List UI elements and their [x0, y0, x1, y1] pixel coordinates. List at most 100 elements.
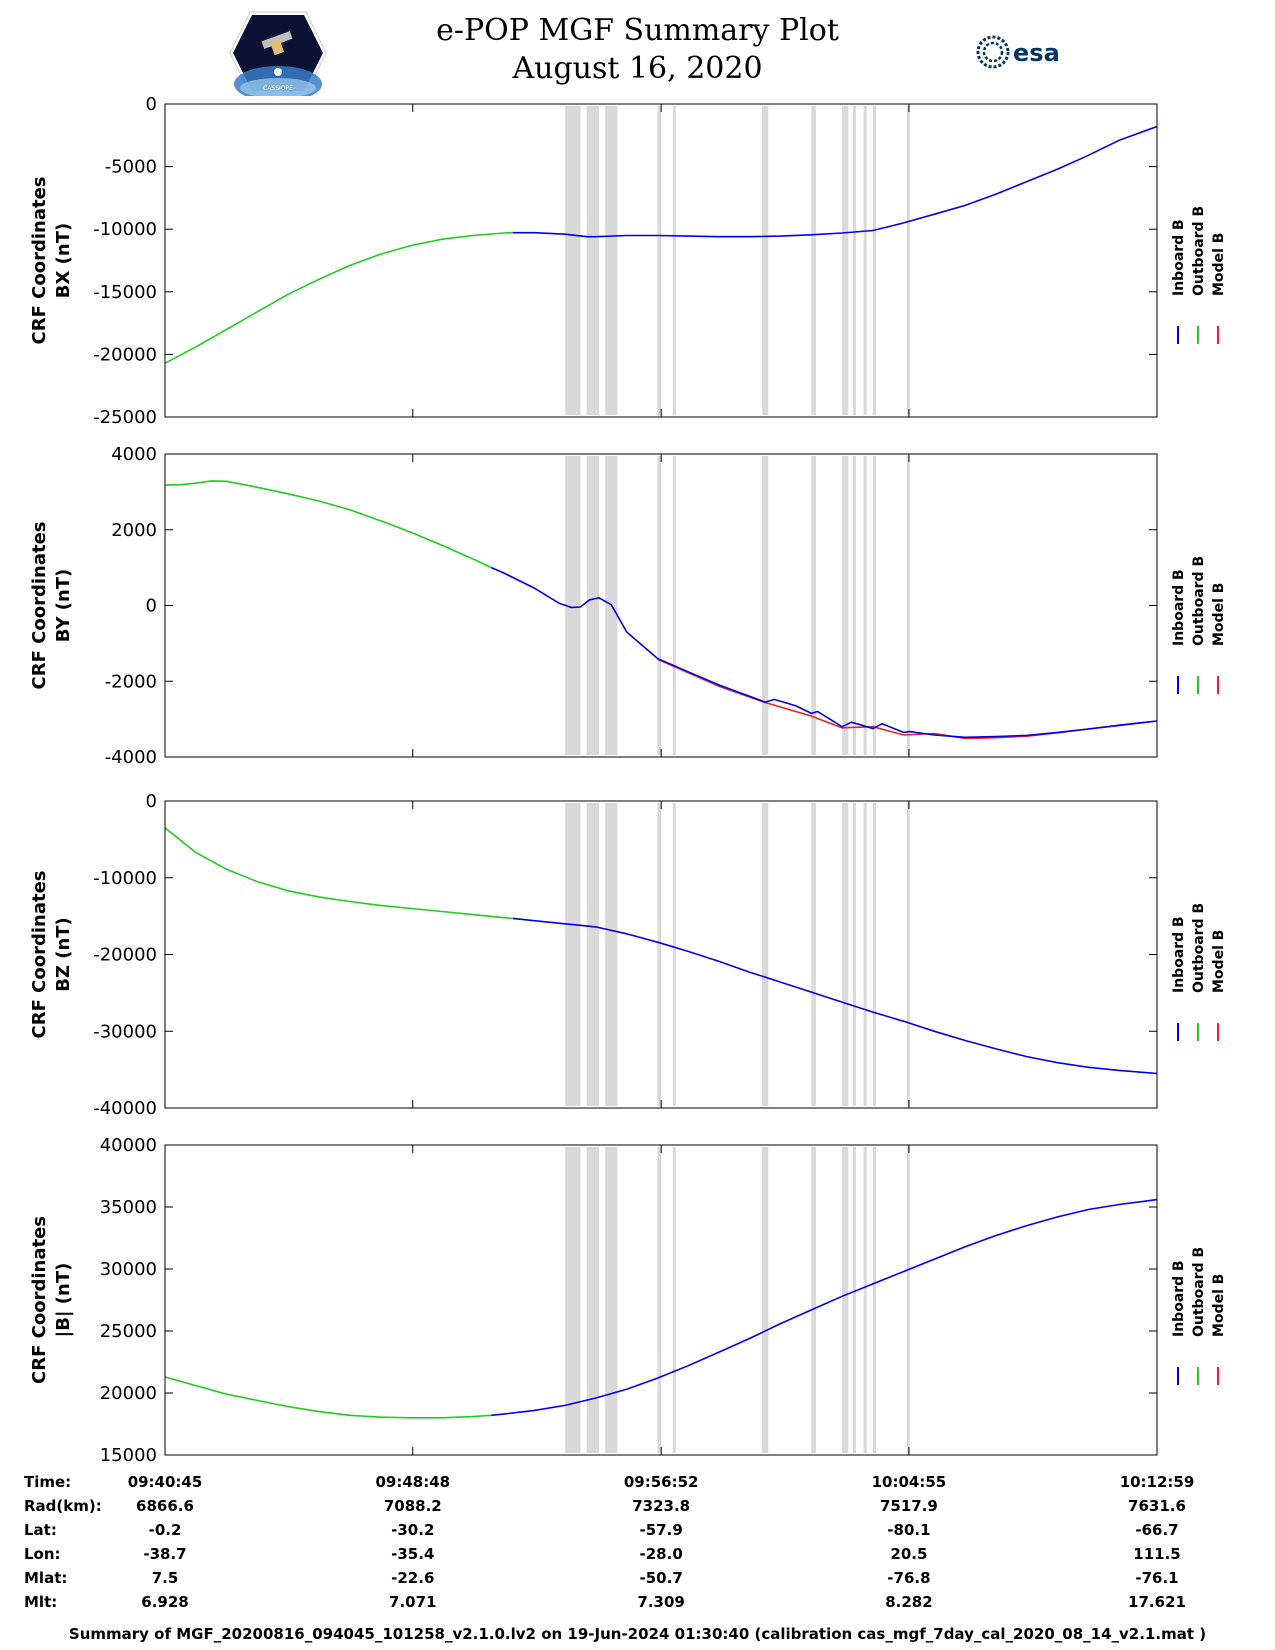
- y-tick-label: -10000: [93, 219, 157, 240]
- legend-entry: Inboard B: [1171, 569, 1187, 646]
- series-outboard-b: [164, 231, 513, 364]
- y-axis-label-line-1: CRF Coordinates: [29, 1216, 50, 1384]
- gap-band: [657, 106, 662, 415]
- panel-2: 4000 2000 0 -2000 -4000 CRF Coordinates BY (nT…: [29, 444, 1227, 768]
- gap-band: [863, 106, 867, 415]
- gap-band: [565, 106, 581, 415]
- plot-title: e-POP MGF Summary Plot August 16, 2020: [0, 12, 1275, 88]
- gap-band: [842, 456, 849, 755]
- y-axis-label-line-2: |B| (nT): [53, 1263, 74, 1338]
- gap-band: [863, 803, 867, 1106]
- gap-band: [811, 1147, 816, 1453]
- y-tick-label: 25000: [100, 1321, 157, 1342]
- panel-4: 40000 35000 30000 25000 20000 15000 CRF Coordi…: [29, 1135, 1227, 1466]
- legend-entry: Model B: [1211, 233, 1227, 296]
- gap-band: [852, 803, 856, 1106]
- gap-band: [863, 456, 867, 755]
- series-inboard-b: [512, 125, 1158, 238]
- gap-band: [852, 106, 856, 415]
- gap-band: [906, 803, 910, 1106]
- legend-entry: Outboard B: [1191, 206, 1207, 296]
- legend-entry: Inboard B: [1171, 219, 1187, 296]
- gap-band: [842, 106, 849, 415]
- gap-band: [672, 1147, 676, 1453]
- footer-caption: Summary of MGF_20200816_094045_101258_v2…: [68, 1625, 1207, 1643]
- y-axis-label: CRF Coordinates BY (nT): [29, 522, 74, 690]
- gap-band: [906, 1147, 910, 1453]
- gap-band: [762, 1147, 769, 1453]
- gap-band: [565, 456, 581, 755]
- y-tick-label: 20000: [100, 1383, 157, 1404]
- gap-band: [586, 1147, 599, 1453]
- y-tick-label: 15000: [100, 1445, 157, 1466]
- y-tick-label: 35000: [100, 1197, 157, 1218]
- gap-band: [872, 1147, 876, 1453]
- gap-band: [586, 803, 599, 1106]
- gap-band: [811, 803, 816, 1106]
- gap-band: [842, 803, 849, 1106]
- cassiope-logo-icon: CASSIOPE: [229, 11, 327, 96]
- gap-band: [872, 803, 876, 1106]
- gap-band: [672, 803, 676, 1106]
- series-outboard-b: [164, 480, 492, 569]
- gap-band: [762, 456, 769, 755]
- gap-band: [565, 1147, 581, 1453]
- series-inboard-b: [491, 1198, 1158, 1417]
- y-tick-label: -25000: [93, 407, 157, 428]
- legend-entry: Inboard B: [1171, 1260, 1187, 1337]
- y-axis-label-line-2: BY (nT): [53, 569, 74, 643]
- gap-band: [605, 803, 618, 1106]
- gap-band: [657, 1147, 662, 1453]
- series-inboard-b: [490, 566, 1158, 739]
- y-tick-label: -4000: [105, 747, 157, 768]
- gap-band: [872, 106, 876, 415]
- legend-entry: Outboard B: [1191, 903, 1207, 993]
- series-outboard-b: [164, 1376, 492, 1419]
- legend-entry: Model B: [1211, 583, 1227, 646]
- gap-band: [811, 456, 816, 755]
- y-axis-label-line-2: BX (nT): [53, 223, 74, 298]
- gap-band: [863, 1147, 867, 1453]
- y-tick-label: 0: [146, 596, 157, 617]
- y-axis-label: CRF Coordinates BZ (nT): [29, 871, 74, 1039]
- y-tick-label: -10000: [93, 868, 157, 889]
- gap-band: [657, 803, 662, 1106]
- gap-band: [852, 1147, 856, 1453]
- y-tick-label: -2000: [105, 671, 157, 692]
- cassiope-logo-text: CASSIOPE: [263, 85, 293, 92]
- title-line-1: e-POP MGF Summary Plot: [436, 13, 839, 48]
- legend-entry: Outboard B: [1191, 1247, 1207, 1337]
- gap-band: [842, 1147, 849, 1453]
- esa-logo-text: esa: [1013, 39, 1060, 67]
- y-tick-label: 0: [146, 791, 157, 812]
- y-tick-label: -30000: [93, 1021, 157, 1042]
- gap-band: [906, 456, 910, 755]
- panel-3: 0 -10000 -20000 -30000 -40000 CRF Coordinates…: [29, 791, 1227, 1119]
- y-axis-label: CRF Coordinates |B| (nT): [29, 1216, 74, 1384]
- gap-band: [852, 456, 856, 755]
- legend-entry: Inboard B: [1171, 916, 1187, 993]
- y-tick-label: -40000: [93, 1098, 157, 1119]
- gap-band: [586, 456, 599, 755]
- gap-band: [672, 106, 676, 415]
- y-tick-label: 2000: [111, 520, 157, 541]
- esa-logo-icon: esa: [976, 35, 1060, 69]
- gap-band: [586, 106, 599, 415]
- gap-band: [872, 456, 876, 755]
- gap-band: [811, 106, 816, 415]
- y-tick-label: -20000: [93, 344, 157, 365]
- gap-band: [605, 106, 618, 415]
- y-axis-label: CRF Coordinates BX (nT): [29, 177, 74, 345]
- series-inboard-b: [512, 917, 1158, 1075]
- gap-band: [605, 1147, 618, 1453]
- gap-band: [762, 106, 769, 415]
- gap-band: [906, 106, 910, 415]
- y-tick-label: 40000: [100, 1135, 157, 1156]
- panel-1: 0 -5000 -10000 -15000 -20000 -25000 CRF Coordi…: [29, 94, 1227, 428]
- legend-entry: Outboard B: [1191, 556, 1207, 646]
- y-axis-label-line-1: CRF Coordinates: [29, 177, 50, 345]
- y-tick-label: -5000: [105, 157, 157, 178]
- y-axis-label-line-1: CRF Coordinates: [29, 871, 50, 1039]
- legend-entry: Model B: [1211, 930, 1227, 993]
